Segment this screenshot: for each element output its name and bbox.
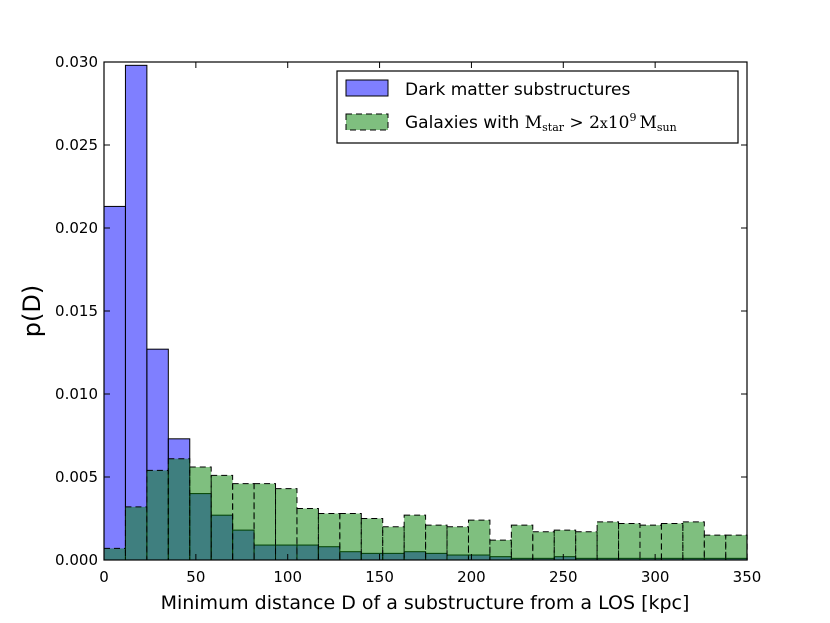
legend-swatch-galaxies — [345, 113, 389, 131]
y-tick-label: 0.025 — [55, 136, 98, 154]
x-tick-label: 300 — [641, 568, 670, 586]
bar-dark-matter — [124, 64, 148, 561]
y-tick-label: 0.015 — [55, 302, 98, 320]
bar-dark-matter — [103, 205, 126, 561]
bar-galaxies — [210, 474, 234, 561]
bar-galaxies — [189, 466, 212, 561]
bar-galaxies — [596, 521, 620, 561]
bar-galaxies — [425, 524, 448, 561]
bar-galaxies — [360, 518, 384, 561]
bar-galaxies — [146, 469, 169, 561]
bar-galaxies — [639, 524, 662, 561]
bar-galaxies — [403, 514, 427, 561]
bar-galaxies — [103, 547, 126, 561]
bar-galaxies — [660, 522, 684, 561]
bar-galaxies — [167, 458, 191, 561]
bar-galaxies — [232, 483, 255, 561]
x-tick-label: 200 — [457, 568, 486, 586]
y-tick-label: 0.010 — [55, 385, 98, 403]
x-tick-label: 0 — [99, 568, 109, 586]
x-tick-label: 50 — [186, 568, 205, 586]
bar-galaxies — [382, 526, 405, 561]
bar-galaxies — [553, 529, 577, 561]
bar-galaxies — [725, 534, 748, 561]
bar-galaxies — [510, 524, 534, 561]
y-tick-label: 0.030 — [55, 53, 98, 71]
bar-galaxies — [532, 531, 555, 561]
y-axis: 0.000 0.005 0.010 0.015 0.020 0.025 0.030 — [55, 53, 747, 569]
series-galaxies-bars — [103, 458, 748, 561]
y-tick-label: 0.000 — [55, 551, 98, 569]
y-tick-label: 0.020 — [55, 219, 98, 237]
bar-galaxies — [489, 539, 512, 561]
x-tick-label: 100 — [273, 568, 302, 586]
legend-label-galaxies: Galaxies with Mstar > 2x109 Msun — [405, 111, 677, 134]
x-tick-label: 150 — [365, 568, 394, 586]
legend: Dark matter substructures Galaxies with … — [336, 70, 739, 144]
x-tick-label: 250 — [549, 568, 578, 586]
bar-galaxies — [575, 531, 598, 561]
bar-galaxies — [703, 534, 727, 561]
legend-label-dark-matter: Dark matter substructures — [405, 80, 630, 100]
x-axis-title: Minimum distance D of a substructure fro… — [161, 592, 690, 614]
bar-galaxies — [275, 488, 298, 561]
bar-galaxies — [618, 522, 641, 561]
bar-galaxies — [253, 483, 277, 561]
bar-galaxies — [296, 508, 319, 561]
bar-galaxies — [446, 526, 469, 561]
bar-galaxies — [339, 513, 362, 561]
bar-galaxies — [124, 506, 148, 561]
bar-galaxies — [682, 521, 705, 561]
bar-galaxies — [317, 513, 341, 561]
y-axis-title: p(D) — [18, 285, 46, 337]
x-tick-label: 350 — [733, 568, 762, 586]
x-axis: 0 50 100 150 200 250 300 350 — [99, 62, 761, 586]
y-tick-label: 0.005 — [55, 468, 98, 486]
legend-swatch-dark-matter — [345, 79, 389, 97]
legend-box — [336, 70, 739, 144]
